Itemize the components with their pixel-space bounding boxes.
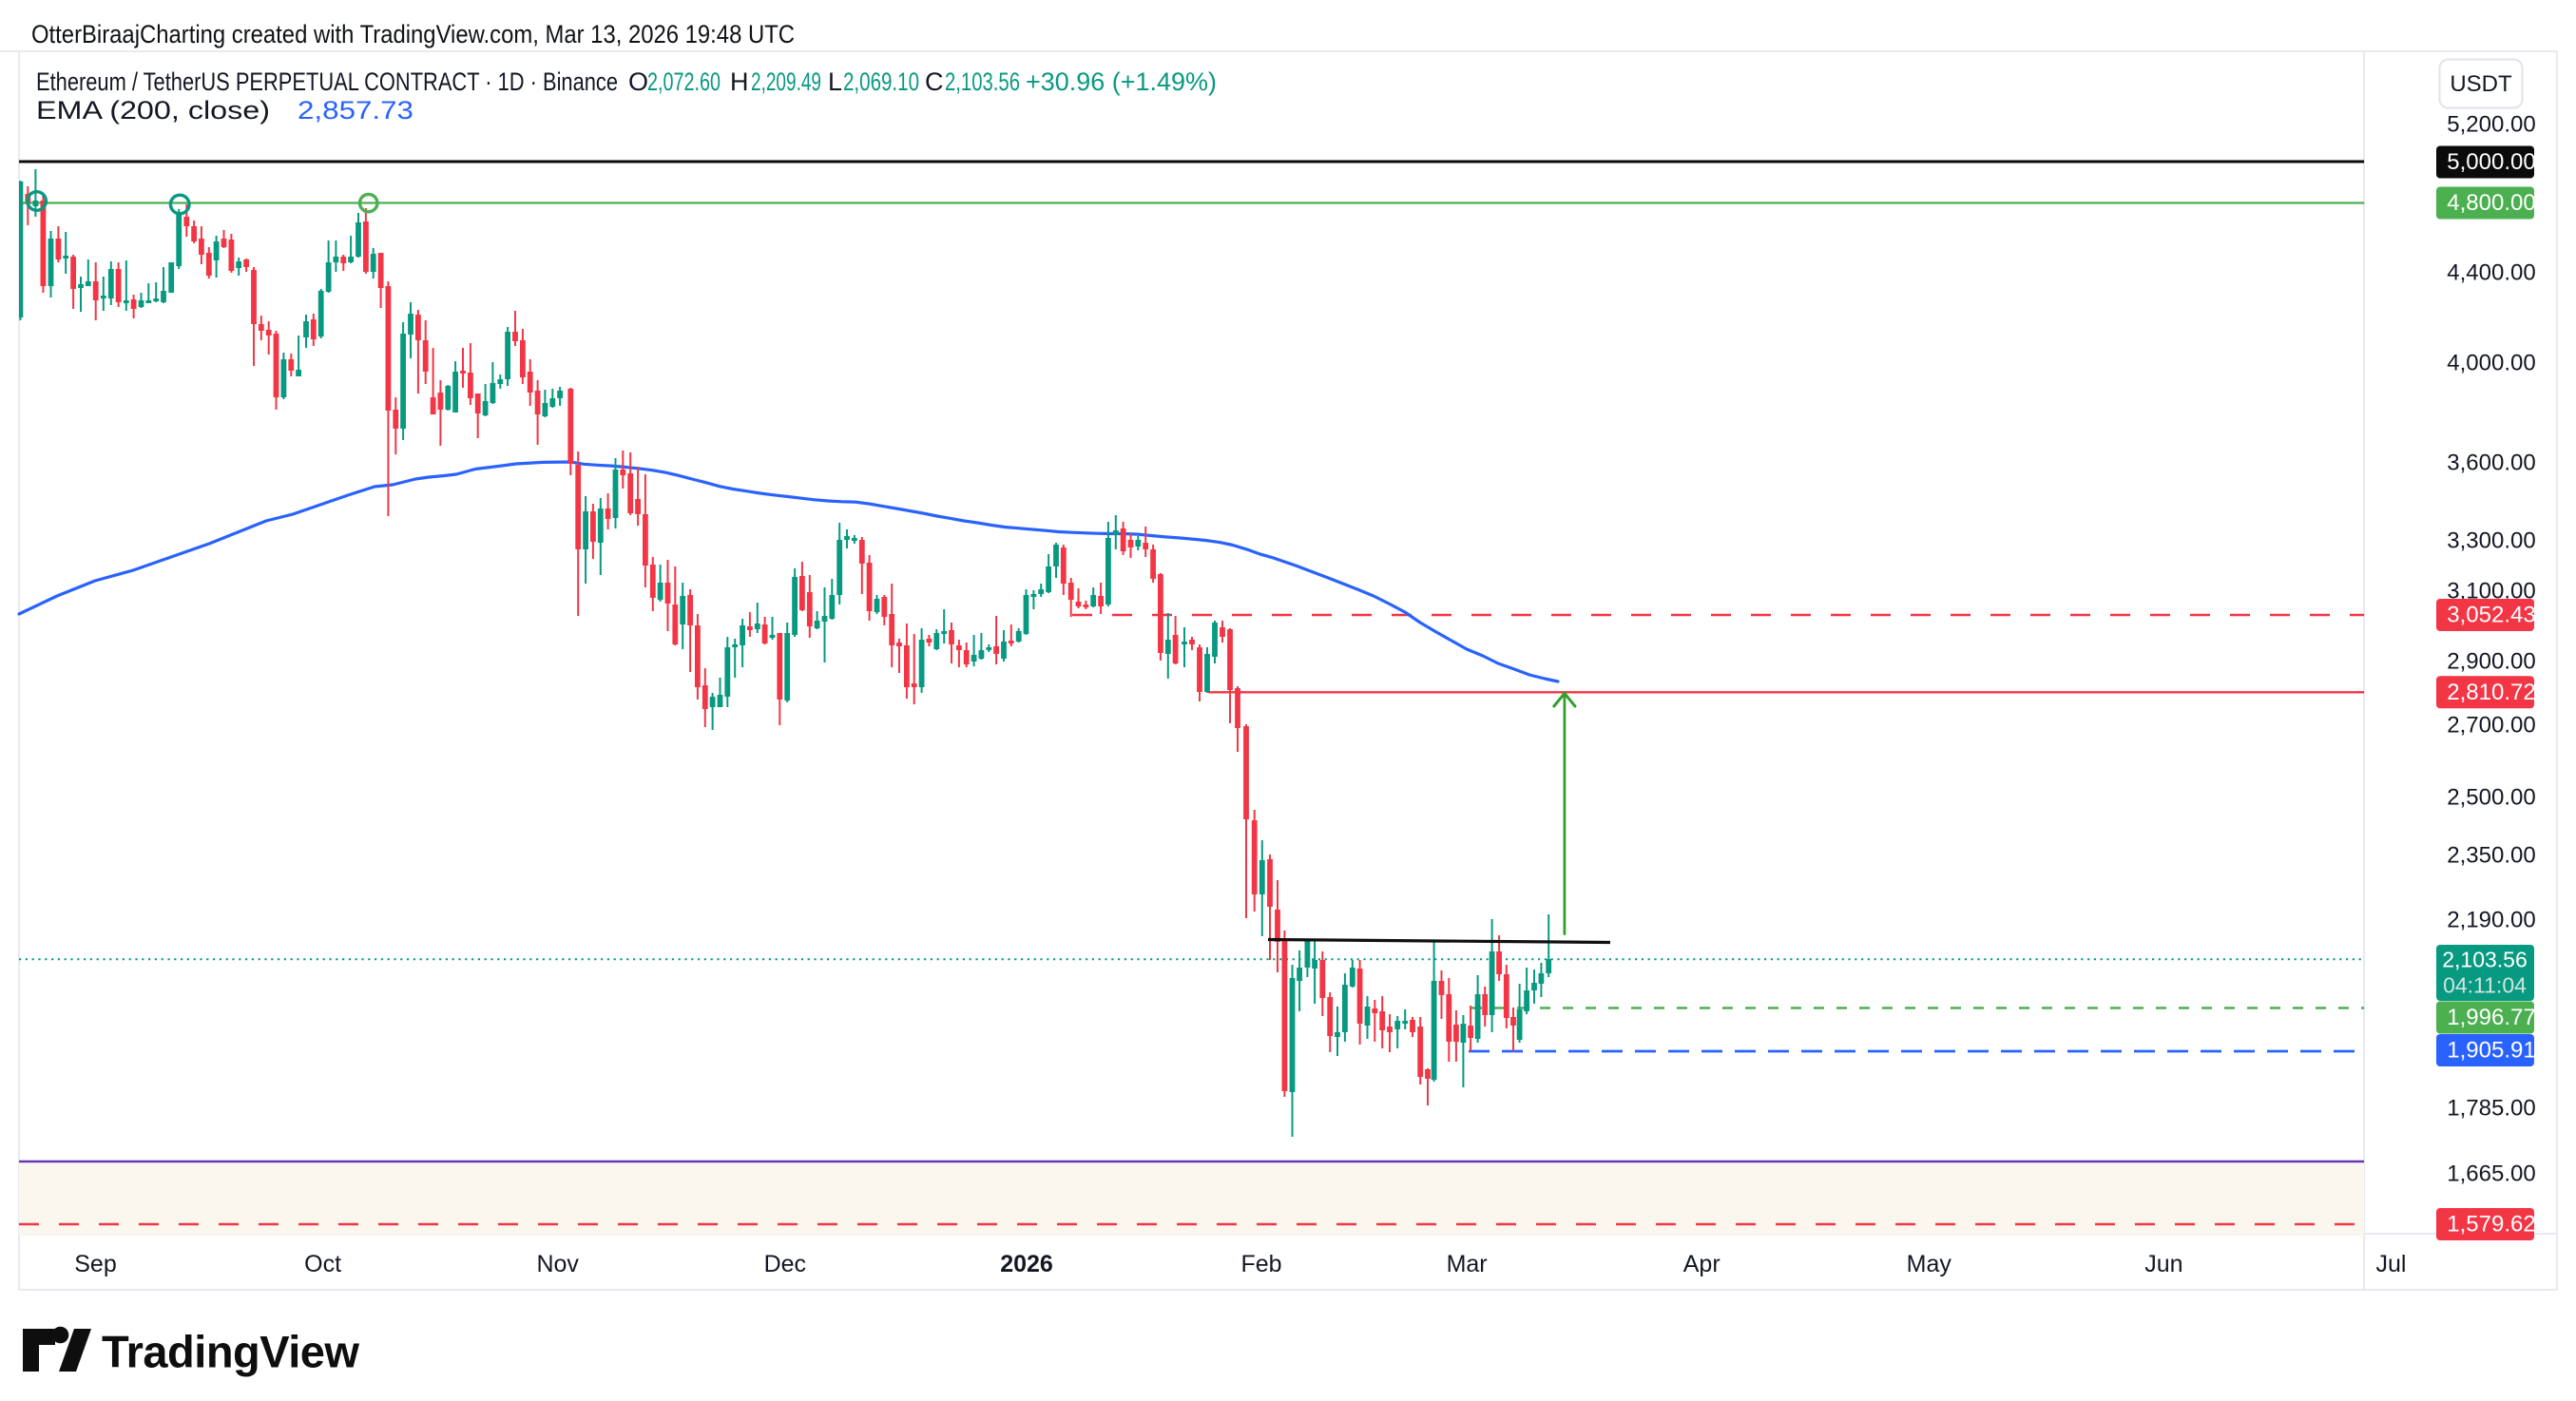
- svg-text:1,785.00: 1,785.00: [2447, 1096, 2535, 1122]
- svg-text:OtterBiraajCharting created wi: OtterBiraajCharting created with Trading…: [31, 20, 795, 48]
- svg-text:H: H: [730, 67, 749, 96]
- svg-text:Nov: Nov: [536, 1251, 579, 1277]
- svg-text:May: May: [1907, 1251, 1952, 1277]
- svg-text:L: L: [828, 67, 842, 96]
- svg-text:2,103.56: 2,103.56: [2442, 948, 2528, 972]
- svg-text:Sep: Sep: [74, 1251, 116, 1277]
- svg-text:2,810.72: 2,810.72: [2447, 680, 2535, 705]
- svg-text:1,996.77: 1,996.77: [2447, 1005, 2535, 1030]
- svg-text:2,072.60: 2,072.60: [647, 67, 721, 96]
- svg-text:1,665.00: 1,665.00: [2447, 1161, 2535, 1187]
- svg-text:2,209.49: 2,209.49: [751, 67, 821, 96]
- svg-text:1,905.91: 1,905.91: [2447, 1038, 2535, 1064]
- svg-text:+30.96 (+1.49%): +30.96 (+1.49%): [1026, 67, 1217, 96]
- svg-text:Jun: Jun: [2144, 1251, 2182, 1277]
- svg-text:TradingView: TradingView: [102, 1327, 359, 1377]
- svg-text:04:11:04: 04:11:04: [2443, 973, 2527, 998]
- svg-text:4,000.00: 4,000.00: [2447, 351, 2535, 376]
- svg-text:USDT: USDT: [2450, 71, 2512, 97]
- svg-text:Apr: Apr: [1683, 1251, 1721, 1277]
- svg-text:Mar: Mar: [1447, 1251, 1488, 1277]
- svg-text:Jul: Jul: [2376, 1251, 2407, 1277]
- svg-text:2,500.00: 2,500.00: [2447, 785, 2535, 811]
- svg-text:3,300.00: 3,300.00: [2447, 528, 2535, 554]
- svg-text:Oct: Oct: [304, 1251, 341, 1277]
- svg-text:Ethereum / TetherUS PERPETUAL: Ethereum / TetherUS PERPETUAL CONTRACT ·…: [36, 67, 618, 96]
- svg-text:O: O: [628, 67, 648, 96]
- svg-text:2,350.00: 2,350.00: [2447, 843, 2535, 869]
- svg-text:3,600.00: 3,600.00: [2447, 451, 2535, 476]
- svg-text:EMA (200, close): EMA (200, close): [36, 96, 270, 125]
- svg-text:2,190.00: 2,190.00: [2447, 908, 2535, 933]
- svg-text:2,900.00: 2,900.00: [2447, 649, 2535, 675]
- svg-text:2,103.56: 2,103.56: [945, 67, 1020, 96]
- svg-text:4,800.00: 4,800.00: [2447, 190, 2535, 216]
- svg-text:5,000.00: 5,000.00: [2447, 149, 2535, 175]
- svg-text:4,400.00: 4,400.00: [2447, 260, 2535, 286]
- svg-text:2026: 2026: [1000, 1251, 1053, 1277]
- svg-text:Feb: Feb: [1240, 1251, 1281, 1277]
- svg-text:3,052.43: 3,052.43: [2447, 603, 2535, 628]
- svg-text:2,857.73: 2,857.73: [298, 96, 413, 125]
- svg-text:1,579.62: 1,579.62: [2447, 1212, 2535, 1238]
- svg-text:C: C: [925, 67, 944, 96]
- svg-text:Dec: Dec: [764, 1251, 806, 1277]
- svg-text:2,069.10: 2,069.10: [843, 67, 919, 96]
- svg-text:2,700.00: 2,700.00: [2447, 713, 2535, 739]
- svg-text:5,200.00: 5,200.00: [2447, 112, 2535, 138]
